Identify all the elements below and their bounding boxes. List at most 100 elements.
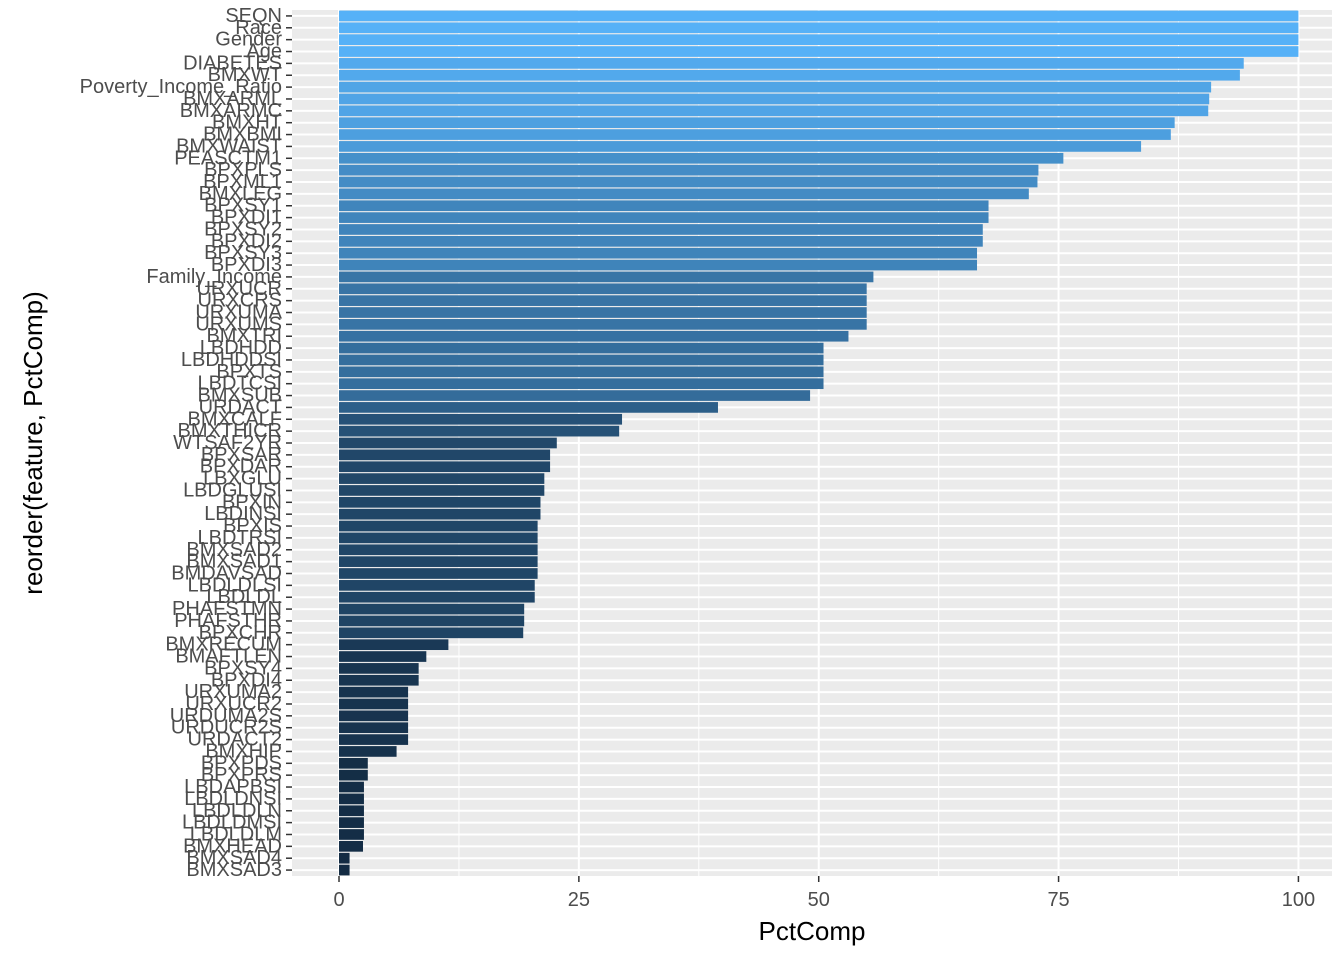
x-tick-label: 0	[333, 889, 344, 911]
bars	[339, 10, 1299, 876]
y-tick-label: PHAFSTMN	[172, 598, 282, 620]
x-tick-label: 100	[1282, 889, 1315, 911]
bar	[339, 568, 538, 579]
bar	[339, 686, 409, 698]
y-tick-label: Gender	[215, 29, 282, 51]
y-tick-label: BPXML1	[203, 171, 282, 193]
y-tick-label: Poverty_Income_Ratio	[80, 76, 282, 98]
bar	[339, 366, 824, 378]
bar	[339, 152, 1064, 164]
y-tick-label: URXUMA	[195, 302, 282, 324]
y-tick-label: BMXSUB	[198, 385, 282, 407]
bar	[339, 485, 545, 496]
bar	[339, 176, 1038, 188]
y-tick-label: BPXSY2	[204, 218, 282, 240]
bar	[339, 639, 449, 651]
y-tick-label: BMXARMC	[180, 100, 282, 122]
y-tick-label: BPXDAR	[200, 456, 282, 478]
y-tick-label: BMXRECUM	[165, 634, 282, 656]
y-tick-label: URDUMA2S	[170, 705, 282, 727]
bar	[339, 93, 1210, 105]
bar	[339, 283, 867, 295]
y-tick-label: BMXTRI	[206, 325, 282, 347]
y-tick-label: BPXDI2	[211, 230, 282, 252]
bar	[339, 402, 718, 413]
y-tick-label: BPXSAR	[201, 444, 282, 466]
bar	[339, 81, 1212, 93]
bar	[339, 734, 409, 745]
bar	[339, 10, 1299, 22]
y-tick-label: LBDLDL	[206, 586, 282, 608]
y-tick-label: BMXHT	[212, 112, 282, 134]
y-axis-title: reorder(feature, PctComp)	[18, 291, 48, 594]
y-tick-label: URDUCR2S	[171, 717, 282, 739]
bar	[339, 663, 419, 674]
y-tick-label: BMXWAIST	[176, 135, 282, 157]
bar	[339, 22, 1299, 34]
bar	[339, 722, 409, 734]
y-tick-label: LBDLDMSI	[182, 812, 282, 834]
y-tick-label: Family_Income	[146, 266, 282, 288]
y-tick-label: BMXCALF	[188, 408, 282, 430]
bar	[339, 757, 368, 769]
y-tick-label: PEASCTM1	[174, 147, 282, 169]
bar	[339, 34, 1299, 45]
y-tick-label: URXUCR2	[185, 693, 282, 715]
bar	[339, 841, 363, 852]
y-tick-label: BMXSAD3	[186, 859, 282, 881]
bar	[339, 319, 867, 330]
bar	[339, 330, 849, 342]
y-tick-label: LBXGLU	[203, 468, 282, 490]
bar	[339, 307, 867, 318]
bar	[339, 390, 811, 401]
bar	[339, 544, 538, 556]
bar	[339, 378, 824, 390]
bar	[339, 247, 978, 259]
y-tick-label: Age	[246, 41, 282, 63]
y-tick-label: Race	[235, 17, 282, 39]
bar	[339, 295, 867, 306]
bar	[339, 425, 620, 437]
bar	[339, 129, 1171, 140]
bar	[339, 603, 525, 615]
y-tick-label: BPXTS	[216, 361, 282, 383]
bar	[339, 769, 368, 781]
y-tick-label: BMXTHICR	[178, 420, 282, 442]
y-tick-label: LBDGLUSI	[183, 479, 282, 501]
bar	[339, 164, 1039, 176]
y-tick-label: BPXCHR	[199, 622, 282, 644]
y-tick-label: LBDTCSI	[198, 373, 282, 395]
bar	[339, 520, 538, 532]
y-tick-label: LBDTRSI	[198, 527, 282, 549]
y-tick-label: BPXDI1	[211, 207, 282, 229]
y-tick-label: BPXIN	[222, 491, 282, 513]
bar	[339, 69, 1240, 81]
bar	[339, 508, 541, 520]
bar	[339, 496, 541, 508]
y-tick-label: BPXDI4	[211, 669, 282, 691]
bar	[339, 864, 350, 876]
y-tick-label: LBDLDLN	[192, 800, 282, 822]
y-tick-label: BPXIS	[223, 515, 282, 537]
x-axis-labels: 0 25 50 75 100	[333, 889, 1315, 911]
y-axis-ticks	[286, 15, 292, 871]
x-axis-title: PctComp	[759, 916, 866, 946]
bar	[339, 556, 538, 567]
bar	[339, 58, 1244, 69]
bar	[339, 188, 1029, 200]
y-tick-label: BMDAVSAD	[171, 562, 282, 584]
y-tick-label: BPXSY1	[204, 195, 282, 217]
x-tick-label: 50	[808, 889, 830, 911]
bar	[339, 413, 623, 425]
bar	[339, 342, 824, 354]
y-tick-label: URXUCR	[196, 278, 282, 300]
y-tick-label: BMAFTLEN	[175, 646, 282, 668]
y-tick-label: URXUMA2	[184, 681, 282, 703]
y-tick-label: BMXHEAD	[183, 835, 282, 857]
y-tick-label: LBDHDD	[200, 337, 282, 359]
bar	[339, 259, 978, 271]
bar	[339, 200, 989, 212]
bar	[339, 651, 427, 662]
bar	[339, 105, 1209, 117]
y-tick-label: PHAFSTHR	[174, 610, 282, 632]
